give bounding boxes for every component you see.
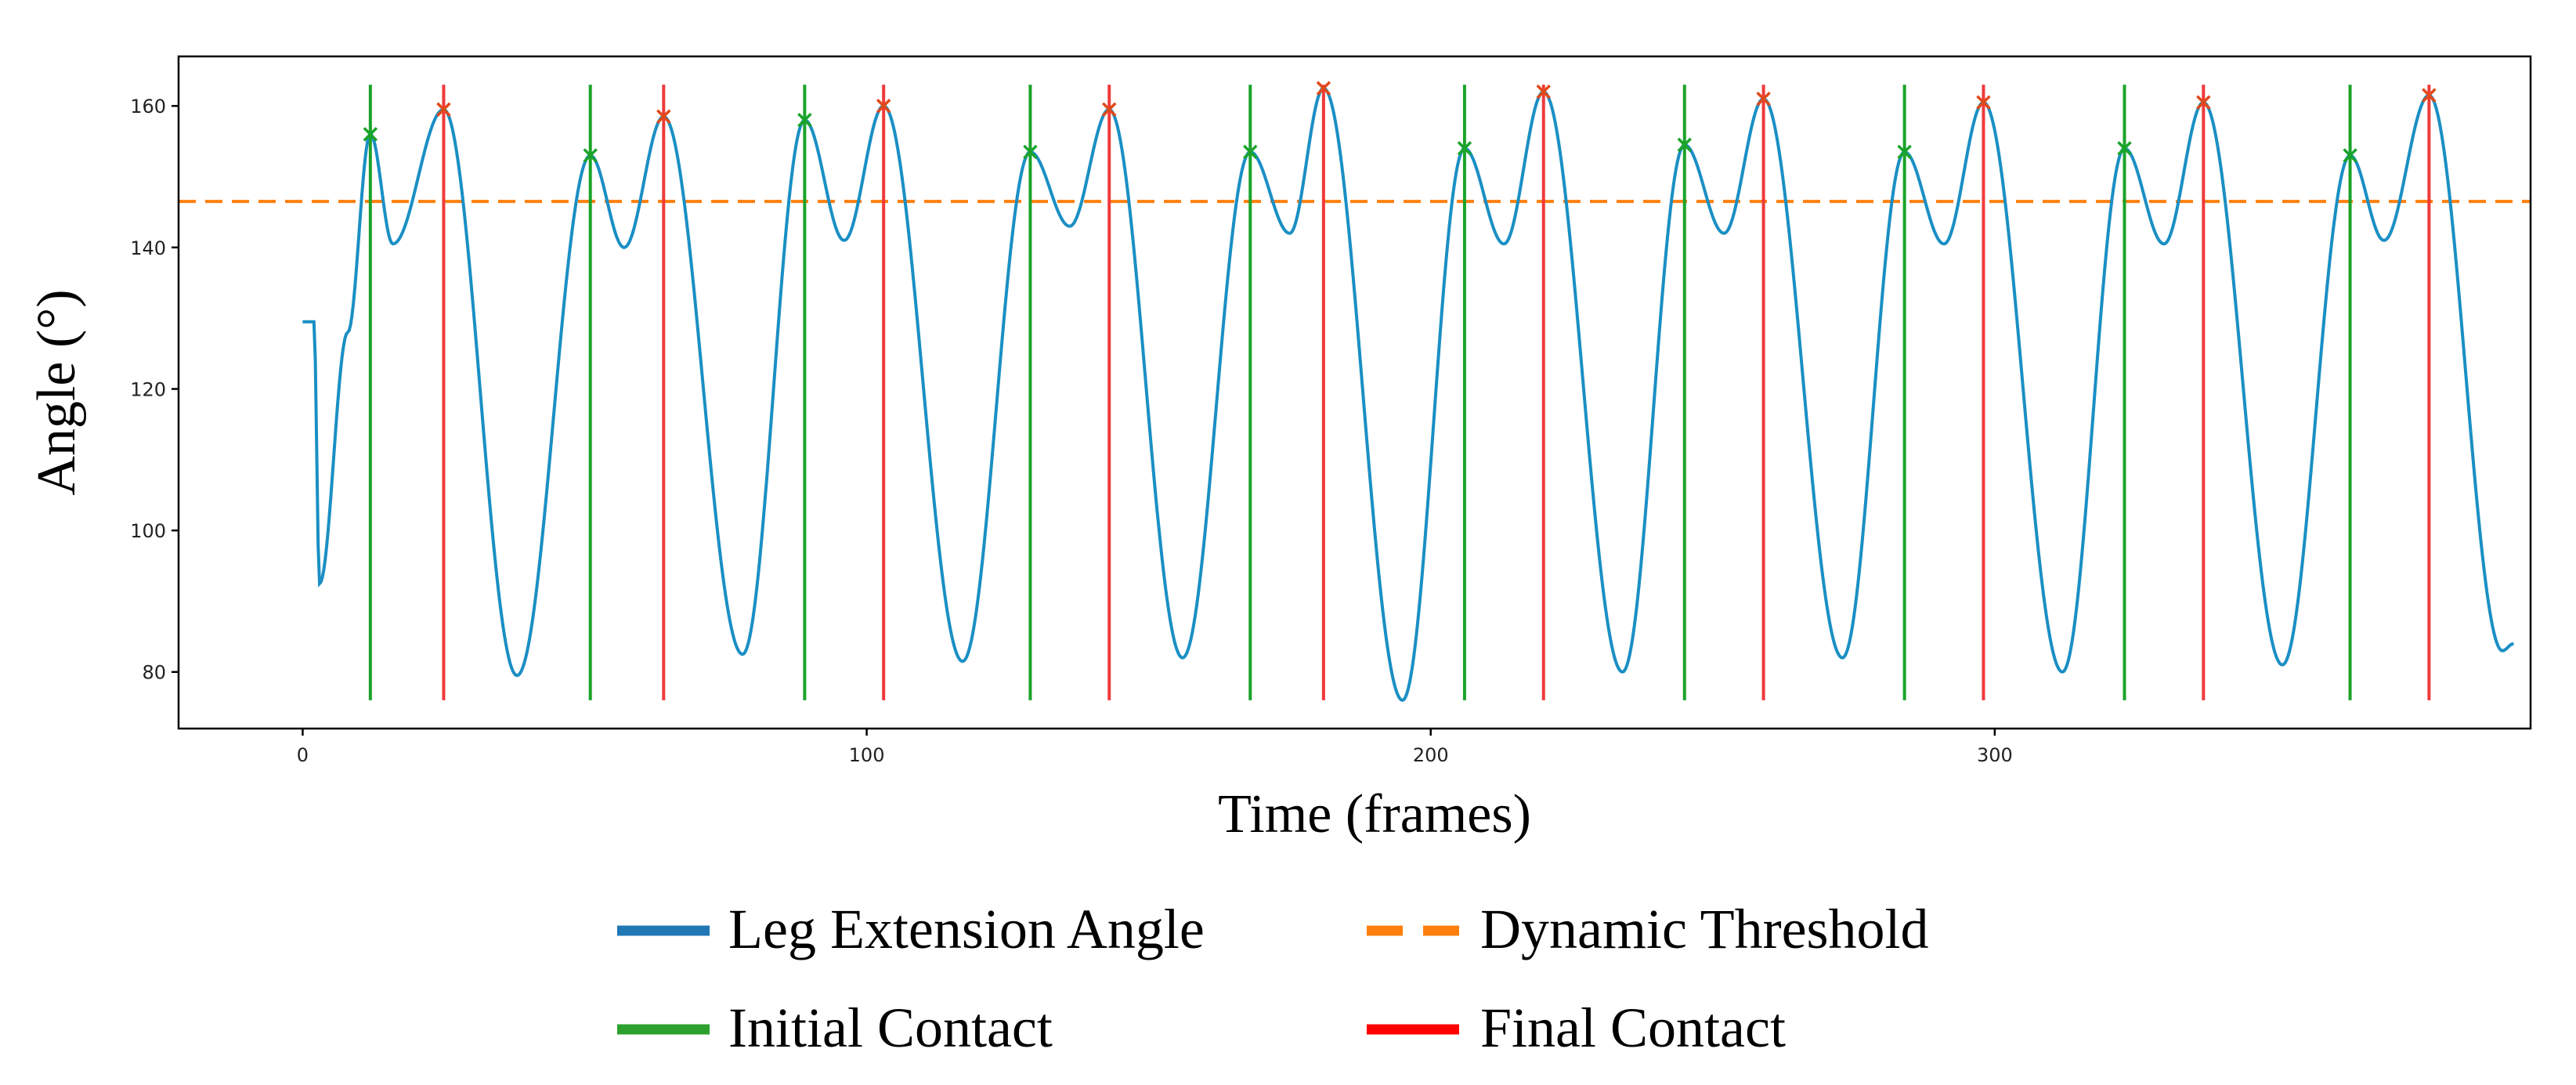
final-contact-marker-1 — [436, 102, 451, 117]
final-contact-marker-7 — [1756, 91, 1771, 107]
final-contact-marker-3 — [876, 98, 891, 114]
legend-item-angle: Leg Extension Angle — [617, 898, 1205, 960]
y-tick-label-100: 100 — [130, 520, 166, 542]
y-tick-label-80: 80 — [142, 662, 166, 684]
plot-layer — [179, 81, 2531, 703]
legend-label-final: Final Contact — [1480, 996, 1786, 1059]
initial-contact-marker-4 — [1023, 144, 1038, 160]
y-axis-title: Angle (°) — [27, 289, 87, 495]
initial-contact-marker-6 — [1457, 141, 1472, 156]
final-contact-marker-2 — [656, 109, 671, 125]
final-contact-marker-8 — [1976, 95, 1991, 110]
legend-label-threshold: Dynamic Threshold — [1480, 898, 1929, 960]
y-tick-label-120: 120 — [130, 378, 166, 400]
plot-area — [179, 81, 2531, 703]
angle-line — [302, 86, 2514, 703]
initial-contact-marker-3 — [797, 113, 812, 128]
final-contact-marker-9 — [2196, 95, 2211, 110]
x-tick-label-100: 100 — [849, 744, 885, 766]
final-contact-marker-5 — [1316, 81, 1331, 96]
initial-contact-marker-8 — [1897, 144, 1912, 160]
plot-frame — [177, 55, 2532, 730]
initial-contact-marker-9 — [2117, 141, 2132, 156]
initial-contact-marker-1 — [363, 127, 378, 142]
legend-label-initial: Initial Contact — [728, 996, 1053, 1059]
x-tick-label-0: 0 — [297, 744, 309, 766]
legend-item-threshold: Dynamic Threshold — [1367, 898, 1929, 960]
final-contact-marker-6 — [1536, 84, 1551, 99]
final-contact-marker-4 — [1102, 102, 1117, 117]
x-tick-label-200: 200 — [1413, 744, 1449, 766]
legend: Leg Extension Angle Dynamic Threshold In… — [617, 898, 1929, 1059]
legend-item-initial: Initial Contact — [617, 996, 1053, 1059]
final-contact-marker-10 — [2422, 88, 2437, 103]
legend-label-angle: Leg Extension Angle — [728, 898, 1205, 960]
y-tick-label-160: 160 — [130, 96, 166, 118]
axis-ticks: 0 100 200 300 80 100 120 140 160 — [130, 96, 2013, 766]
legend-item-final: Final Contact — [1367, 996, 1786, 1059]
initial-contact-marker-10 — [2343, 148, 2357, 163]
x-tick-label-300: 300 — [1977, 744, 2013, 766]
initial-contact-marker-2 — [583, 148, 598, 163]
initial-contact-marker-7 — [1677, 137, 1693, 153]
y-tick-label-140: 140 — [130, 237, 166, 259]
x-axis-title: Time (frames) — [1218, 784, 1531, 844]
initial-contact-marker-5 — [1243, 144, 1258, 160]
